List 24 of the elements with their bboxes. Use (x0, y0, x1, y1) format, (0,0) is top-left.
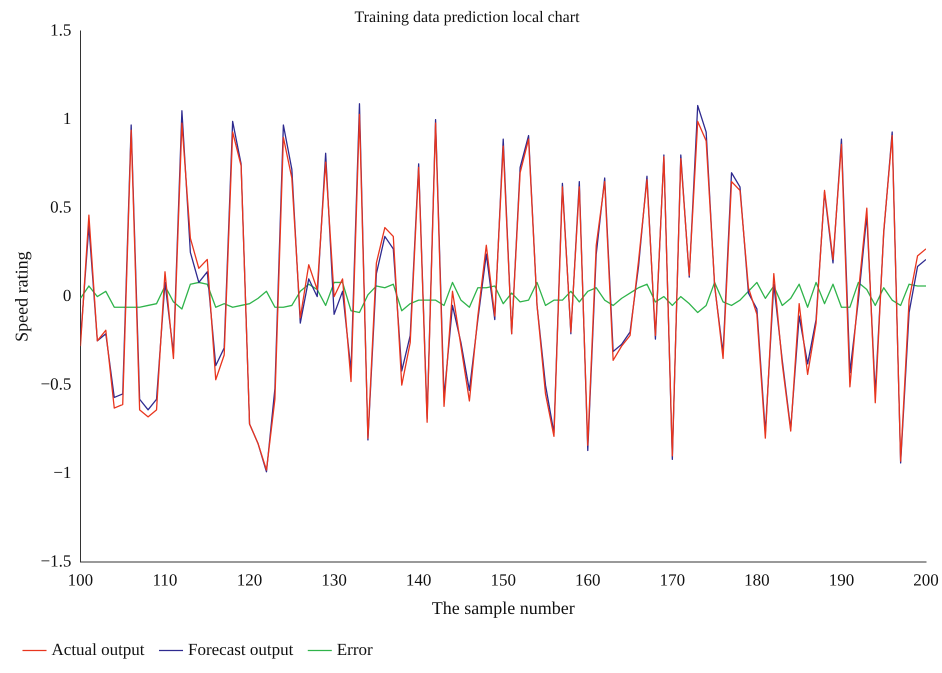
legend-label: Forecast output (188, 640, 294, 659)
y-tick-label: −1 (53, 463, 72, 482)
x-tick-label: 180 (744, 570, 770, 590)
x-tick-label: 160 (575, 570, 601, 590)
x-tick-label: 100 (68, 570, 94, 590)
x-tick-label: 110 (152, 570, 178, 590)
y-axis-title: Speed rating (12, 251, 32, 342)
x-tick-label: 140 (406, 570, 432, 590)
y-tick-label: −1.5 (40, 551, 72, 570)
chart-title: Training data prediction local chart (354, 8, 580, 26)
x-axis-title: The sample number (432, 598, 575, 618)
x-tick-label: 190 (828, 570, 854, 590)
y-tick-label: 0.5 (50, 198, 72, 217)
x-tick-label: 120 (236, 570, 262, 590)
y-tick-label: −0.5 (40, 374, 72, 394)
y-tick-label: 1.5 (50, 20, 72, 40)
x-tick-label: 170 (660, 570, 686, 590)
x-tick-label: 130 (321, 570, 347, 590)
x-tick-label: 200 (913, 570, 939, 590)
legend-label: Actual output (52, 640, 145, 659)
x-tick-label: 150 (490, 570, 516, 590)
legend-label: Error (336, 640, 374, 659)
y-tick-label: 0 (62, 286, 72, 306)
y-tick-label: 1 (62, 109, 72, 128)
